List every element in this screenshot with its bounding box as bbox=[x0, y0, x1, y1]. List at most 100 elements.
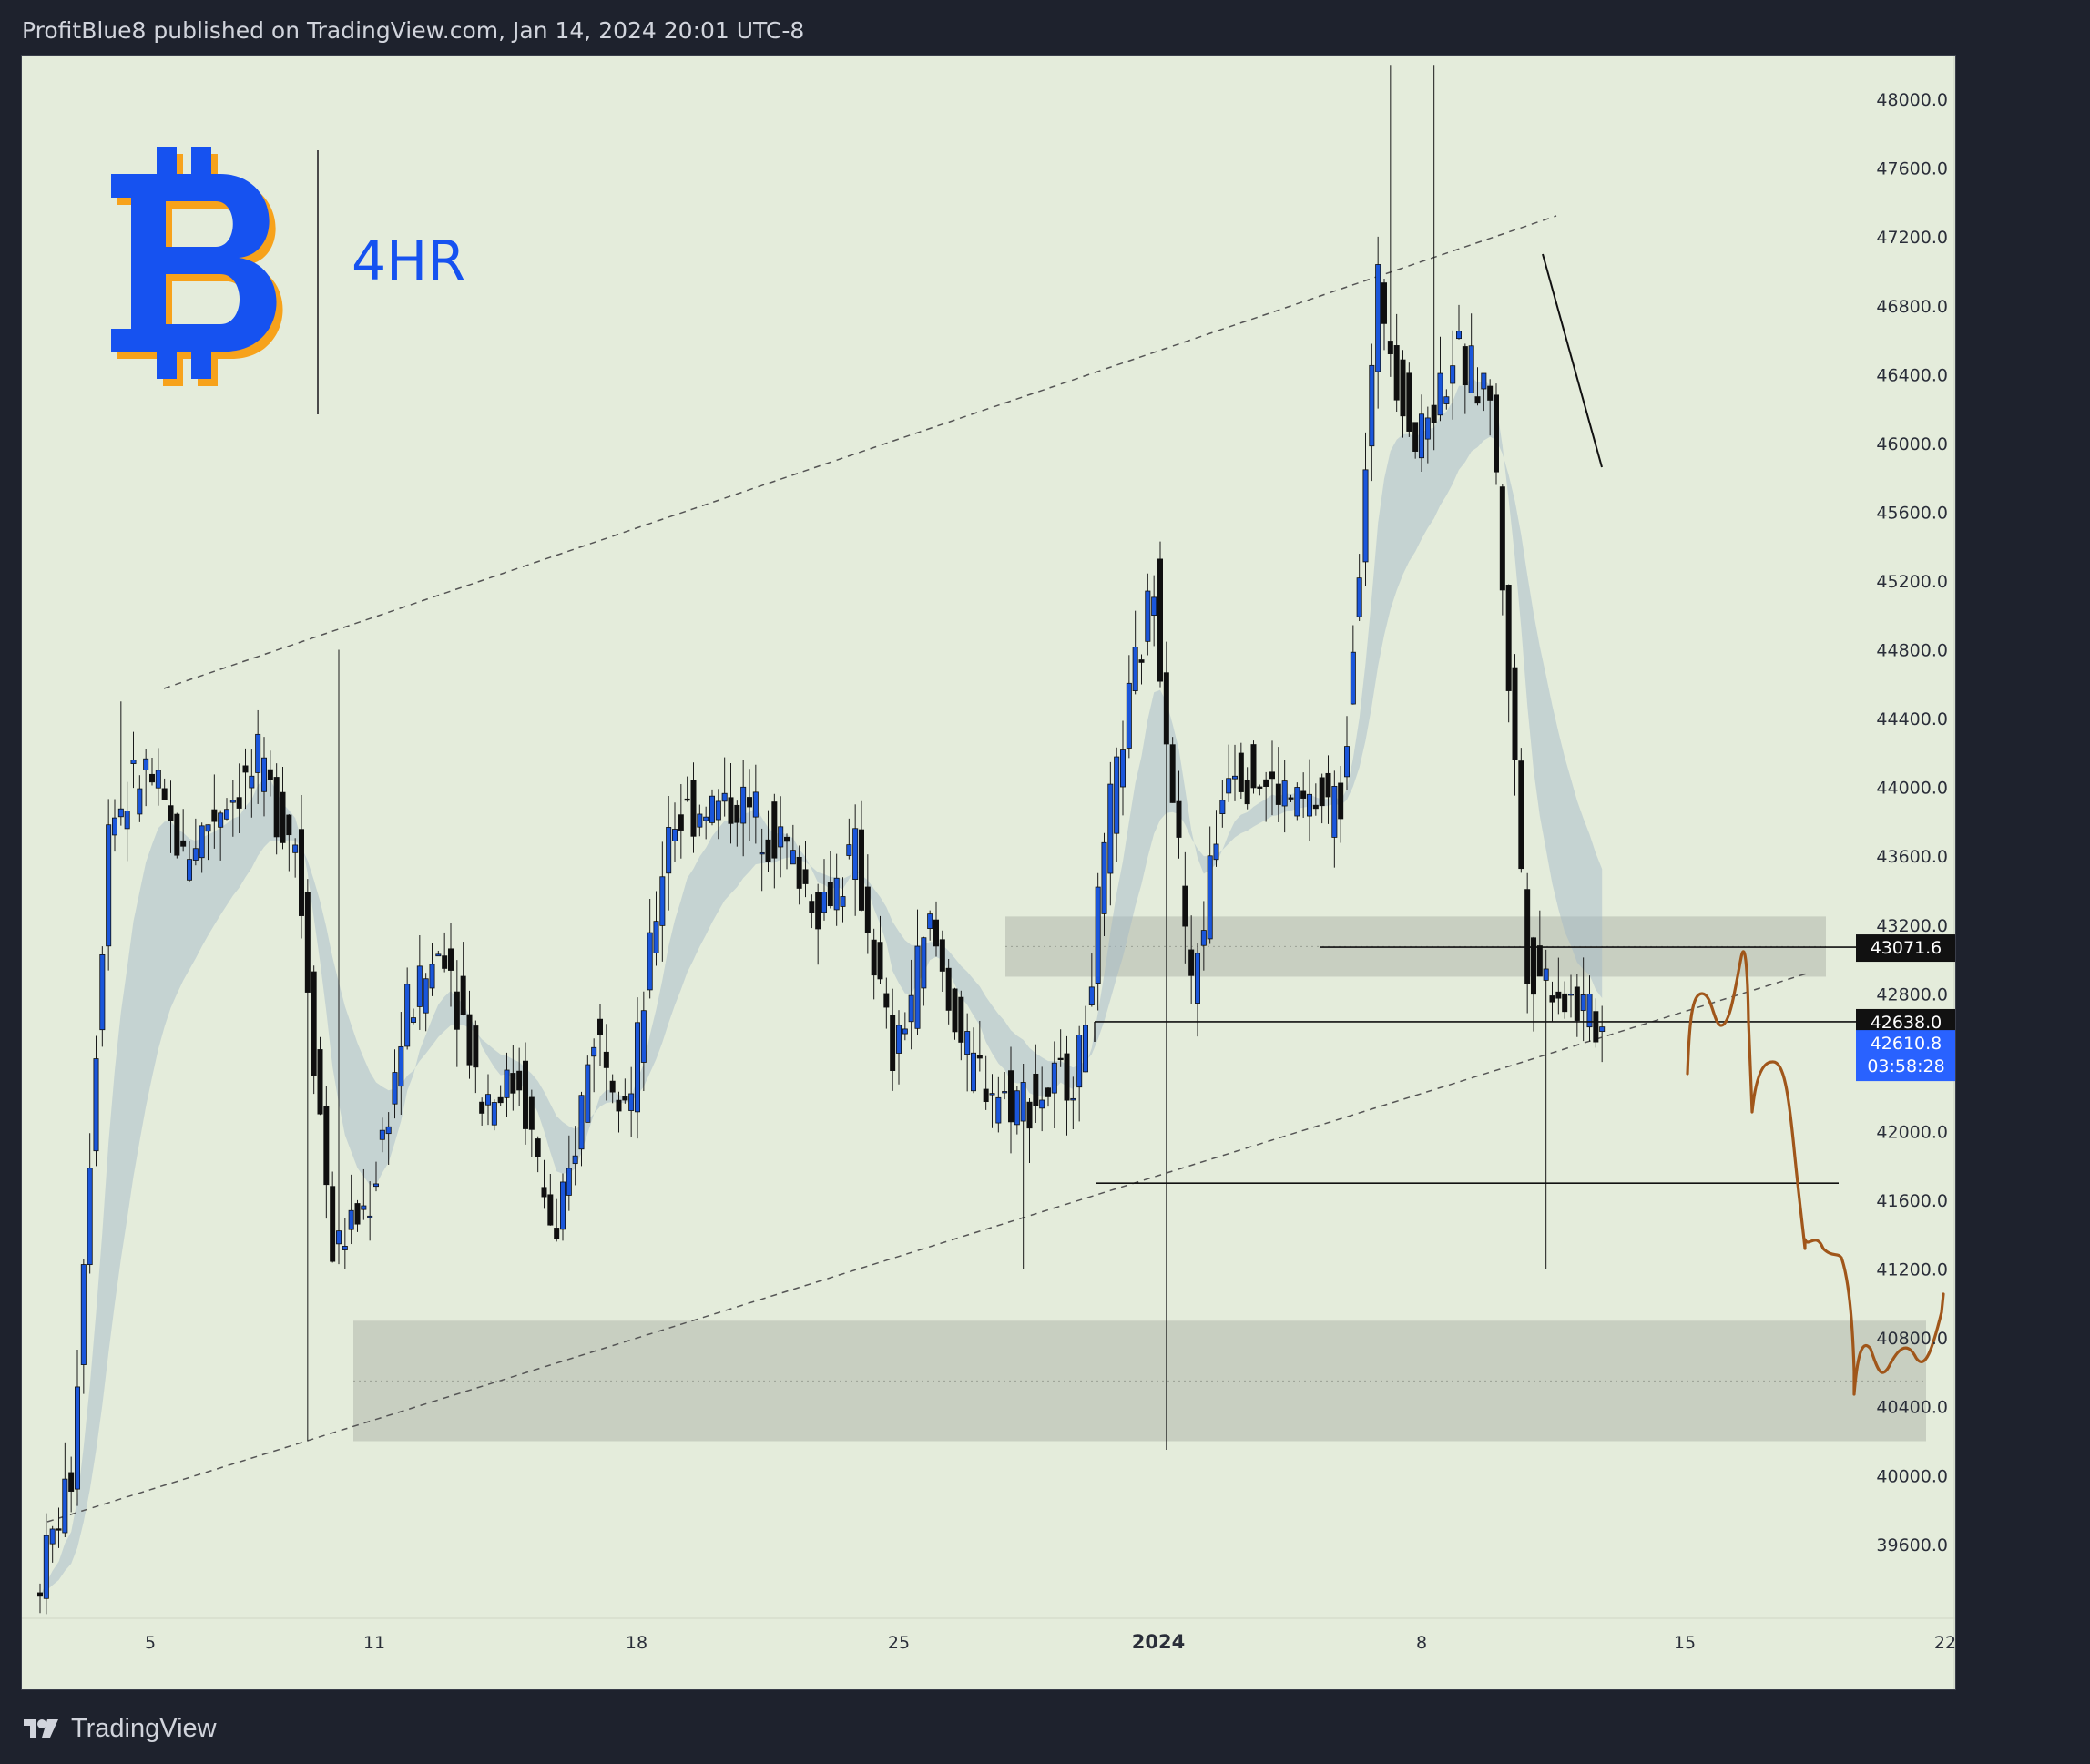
candle bbox=[908, 959, 914, 1050]
candle-body bbox=[87, 1168, 93, 1266]
price-tick: 46800.0 bbox=[1876, 297, 1948, 317]
last-price-tag-value: 42610.8 bbox=[1871, 1034, 1942, 1054]
candle bbox=[1555, 957, 1562, 1015]
candle bbox=[964, 1013, 971, 1092]
candle bbox=[1387, 65, 1393, 377]
price-tick: 44000.0 bbox=[1876, 779, 1948, 799]
candle bbox=[311, 965, 317, 1095]
candle-body bbox=[1101, 841, 1107, 914]
candle bbox=[112, 799, 118, 852]
price-tick: 44800.0 bbox=[1876, 641, 1948, 661]
candle bbox=[703, 806, 709, 840]
candlestick-chart[interactable]: 4HR 39600.0 40000.0 40400.0 40800.0 41200.0 4… bbox=[22, 56, 1955, 1689]
candle bbox=[796, 845, 802, 905]
candle bbox=[1126, 655, 1132, 759]
candle-body bbox=[398, 1045, 404, 1087]
candle-body bbox=[429, 964, 435, 989]
candle-body bbox=[864, 886, 871, 933]
candle bbox=[815, 883, 821, 965]
candle bbox=[958, 990, 964, 1061]
candle bbox=[790, 824, 796, 865]
candle-body bbox=[479, 1101, 485, 1114]
price-tick: 48000.0 bbox=[1876, 90, 1948, 110]
candle-body bbox=[983, 1088, 989, 1103]
candle bbox=[447, 923, 454, 1007]
candle-body bbox=[1494, 394, 1500, 473]
candle bbox=[927, 910, 933, 941]
candle bbox=[902, 1012, 908, 1041]
candle-body bbox=[1393, 345, 1400, 401]
candle-body bbox=[1518, 760, 1524, 870]
candle-body bbox=[778, 826, 784, 848]
candle-body bbox=[1120, 749, 1127, 788]
candle bbox=[1474, 367, 1481, 406]
candle-body bbox=[1419, 413, 1425, 459]
candle bbox=[372, 1161, 379, 1192]
candle-body bbox=[1431, 404, 1437, 423]
candle bbox=[1450, 330, 1456, 420]
candle bbox=[747, 769, 753, 841]
candle-body bbox=[902, 1028, 908, 1035]
candle-body bbox=[790, 850, 796, 865]
candle-body bbox=[435, 953, 442, 957]
candle-body bbox=[1468, 345, 1474, 393]
candle-body bbox=[342, 1245, 348, 1250]
candle bbox=[267, 750, 273, 797]
candle-body bbox=[1145, 590, 1151, 642]
candle-body bbox=[1132, 647, 1138, 691]
candle-body bbox=[597, 1018, 604, 1035]
candle-body bbox=[989, 1093, 995, 1096]
candle-body bbox=[1207, 855, 1213, 940]
candle bbox=[510, 1045, 516, 1111]
candle-body bbox=[523, 1060, 529, 1129]
candle-body bbox=[1599, 1026, 1606, 1033]
candle bbox=[1319, 773, 1325, 824]
candle-body bbox=[130, 760, 137, 764]
candle-body bbox=[80, 1264, 87, 1365]
candle bbox=[335, 649, 342, 1265]
candle bbox=[504, 1052, 510, 1117]
timeframe-label: 4HR bbox=[352, 229, 465, 293]
candle-body bbox=[286, 814, 292, 836]
candle bbox=[1562, 981, 1568, 1019]
candle-body bbox=[945, 967, 952, 1011]
candle bbox=[273, 763, 280, 855]
crosshair-price-tag-value: 42638.0 bbox=[1871, 1013, 1942, 1033]
candle-body bbox=[36, 1592, 43, 1597]
price-tick: 40400.0 bbox=[1876, 1398, 1948, 1418]
candle bbox=[952, 987, 958, 1040]
tradingview-brand[interactable]: TradingView bbox=[71, 1713, 217, 1743]
candle-body bbox=[223, 809, 229, 820]
candle-body bbox=[1338, 782, 1344, 820]
candle-body bbox=[715, 800, 721, 821]
candle bbox=[684, 776, 690, 802]
candle bbox=[1325, 755, 1331, 824]
candle bbox=[709, 789, 716, 826]
candle bbox=[361, 1168, 367, 1220]
candle-body bbox=[1512, 667, 1518, 760]
candle-body bbox=[1474, 396, 1481, 404]
price-tick: 42800.0 bbox=[1876, 984, 1948, 1004]
candle bbox=[883, 977, 890, 1029]
candle bbox=[827, 851, 833, 909]
candle bbox=[597, 1004, 604, 1066]
candle-body bbox=[205, 824, 211, 832]
candle bbox=[833, 853, 840, 926]
candle bbox=[174, 812, 180, 859]
candle bbox=[541, 1159, 547, 1209]
chart-frame: 4HR 39600.0 40000.0 40400.0 40800.0 41200.0 4… bbox=[21, 55, 1956, 1690]
candle bbox=[1219, 780, 1226, 828]
candle bbox=[1494, 383, 1500, 485]
candle bbox=[821, 859, 828, 921]
horizontal-levels bbox=[1094, 946, 1954, 1184]
candle-body bbox=[1064, 1053, 1070, 1101]
candle bbox=[697, 804, 703, 837]
candle-body bbox=[1051, 1062, 1057, 1094]
candle bbox=[1481, 372, 1487, 412]
candle-body bbox=[292, 844, 299, 853]
candle bbox=[93, 1035, 99, 1167]
candle bbox=[1014, 1086, 1020, 1135]
candle-body bbox=[1406, 372, 1412, 432]
candle-body bbox=[1331, 786, 1338, 838]
candle-body bbox=[1176, 800, 1182, 838]
